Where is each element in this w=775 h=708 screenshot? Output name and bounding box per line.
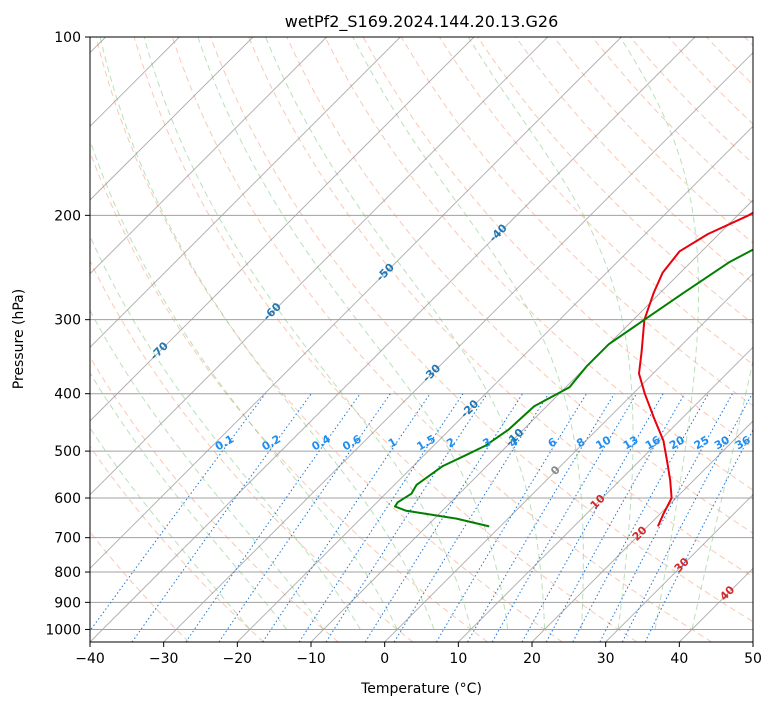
plot-frame <box>89 36 754 643</box>
isotherm-line <box>310 199 753 642</box>
mixing-ratio-line <box>435 393 587 642</box>
mixing-ratio-line <box>325 393 488 642</box>
mixing-ratio-line <box>545 393 686 642</box>
dry-adiabat <box>171 37 712 642</box>
moist-adiabat <box>143 37 472 630</box>
mixing-ratio-line <box>262 393 431 642</box>
moist-adiabat <box>99 37 435 630</box>
isotherm-line <box>90 37 696 642</box>
temperature-profile-line <box>638 211 753 527</box>
chart-title: wetPf2_S169.2024.144.20.13.G26 <box>285 12 559 32</box>
isotherm-line <box>531 420 753 642</box>
isotherm-line <box>90 37 622 570</box>
y-tick-label: 500 <box>54 444 81 460</box>
mixing-ratio-line <box>491 393 637 642</box>
moist-adiabat <box>467 37 634 630</box>
moist-adiabat <box>90 371 288 630</box>
y-tick-label: 600 <box>54 491 81 507</box>
moist-adiabat <box>691 358 753 630</box>
y-tick-label: 300 <box>54 313 81 329</box>
y-axis-title: Pressure (hPa) <box>11 289 27 389</box>
isotherm-line <box>90 37 254 201</box>
moist-adiabat <box>90 138 398 630</box>
dewpoint-profile-line <box>394 248 753 528</box>
y-tick-label: 800 <box>54 565 81 581</box>
x-tick-label: 40 <box>670 651 688 667</box>
y-tick-label: 400 <box>54 387 81 403</box>
x-tick-label: 30 <box>597 651 615 667</box>
moist-adiabat <box>619 37 699 630</box>
y-tick-label: 900 <box>54 595 81 611</box>
mixing-ratio-line <box>467 393 615 642</box>
x-tick-label: 50 <box>744 651 762 667</box>
x-tick-label: −30 <box>149 651 179 667</box>
axes: −40 −30 −20 −10 0 10 20 30 40 50 100 200 300 400 500 60… <box>45 30 762 667</box>
y-tick-label: 100 <box>54 30 81 46</box>
isotherm-line <box>163 51 753 642</box>
mixing-ratio-line <box>131 393 312 642</box>
dry-adiabat <box>133 37 638 642</box>
x-axis-title: Temperature (°C) <box>360 681 482 697</box>
isotherm-line <box>90 37 401 349</box>
isotherm-line <box>90 37 328 275</box>
isotherm-line <box>457 346 753 642</box>
isotherm-line <box>605 493 753 642</box>
isotherm-line <box>384 272 753 642</box>
moist-adiabat <box>90 235 361 630</box>
isotherm-line <box>90 37 549 496</box>
plot-area <box>90 37 753 642</box>
moist-adiabat <box>90 427 251 630</box>
y-tick-label: 1000 <box>45 622 81 638</box>
dry-adiabat <box>90 445 264 642</box>
mixing-ratio-line <box>298 393 464 642</box>
isotherm-line <box>236 125 753 642</box>
moist-adiabat <box>352 37 584 630</box>
dry-adiabat <box>286 37 753 534</box>
isotherm-line <box>90 37 475 422</box>
x-tick-label: 10 <box>449 651 467 667</box>
y-tick-label: 200 <box>54 208 81 224</box>
dry-adiabat <box>90 259 414 642</box>
x-tick-label: −40 <box>75 651 105 667</box>
dry-adiabat <box>515 37 753 284</box>
x-tick-label: 0 <box>380 651 389 667</box>
x-tick-label: 20 <box>523 651 541 667</box>
mixing-ratio-line <box>393 393 550 642</box>
moist-adiabat <box>90 309 325 630</box>
x-tick-label: −20 <box>223 651 253 667</box>
x-tick-label: −10 <box>296 651 326 667</box>
dry-adiabat <box>90 356 339 642</box>
dry-adiabat <box>324 37 753 491</box>
mixing-ratio-line <box>521 393 664 642</box>
moist-adiabat <box>265 37 546 630</box>
mixing-ratio-line <box>644 428 753 642</box>
dry-adiabat <box>248 37 753 578</box>
dry-adiabat <box>95 37 563 642</box>
mixing-ratio-line <box>572 393 709 642</box>
dry-adiabat <box>210 37 753 623</box>
mixing-ratio-line <box>364 393 524 642</box>
y-tick-label: 700 <box>54 531 81 547</box>
moist-adiabat <box>197 37 509 630</box>
